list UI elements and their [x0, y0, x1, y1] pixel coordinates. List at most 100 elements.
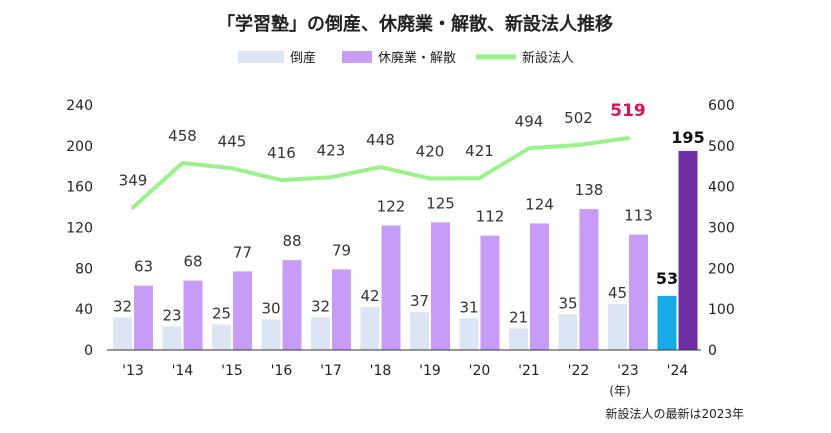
left-tick-label: 0 [84, 343, 93, 359]
bar-休廃業・解散 [431, 222, 450, 350]
bar-休廃業・解散 [530, 223, 549, 350]
right-axis: 0 100 200 300 400 500 600 [708, 98, 735, 359]
bar-休廃業・解散 [183, 280, 203, 350]
left-tick-label: 240 [66, 98, 93, 114]
data-label-新設法人: 445 [218, 132, 247, 150]
bar-倒産 [657, 295, 677, 350]
bar-休廃業・解散 [381, 225, 401, 350]
data-label-休廃業・解散: 124 [525, 195, 554, 213]
data-label-休廃業・解散: 112 [476, 208, 505, 226]
x-tick-label: '16 [271, 363, 293, 379]
bar-倒産 [509, 328, 528, 350]
right-tick-label: 200 [708, 261, 735, 277]
bar-倒産 [410, 312, 429, 350]
x-tick-label: '20 [469, 363, 491, 379]
right-tick-label: 0 [708, 343, 717, 359]
data-label-倒産: 32 [311, 297, 330, 315]
x-axis: '13 '14 '15 '16 '17 '18 '19 '20 '21 '22 '23 '24 [122, 363, 688, 379]
data-label-休廃業・解散: 125 [426, 194, 455, 212]
bar-休廃業・解散 [134, 285, 153, 350]
bar-休廃業・解散 [629, 234, 648, 350]
data-label-休廃業・解散: 138 [575, 181, 604, 199]
data-label-新設法人: 519 [610, 101, 646, 121]
legend: 倒産 休廃業・解散 新設法人 [238, 50, 574, 66]
line-series [131, 136, 630, 210]
left-tick-label: 80 [75, 261, 93, 277]
data-label-倒産: 53 [656, 269, 678, 288]
x-tick-label: '19 [419, 363, 441, 379]
data-label-新設法人: 420 [416, 143, 445, 161]
data-label-休廃業・解散: 122 [377, 197, 406, 215]
left-tick-label: 120 [66, 221, 93, 237]
bar-倒産 [113, 317, 132, 350]
data-label-倒産: 30 [261, 299, 280, 317]
data-labels: 32 63 23 68 25 77 30 88 32 79 42 122 37 125 31 112 21 124… [113, 101, 705, 326]
left-tick-label: 40 [75, 302, 93, 318]
data-label-倒産: 45 [608, 284, 627, 302]
left-axis: 0 40 80 120 160 200 240 [66, 98, 93, 359]
right-tick-label: 400 [708, 180, 735, 196]
line-新設法人 [131, 136, 630, 210]
footnote: 新設法人の最新は2023年 [605, 406, 744, 421]
data-label-倒産: 25 [212, 304, 231, 322]
data-label-倒産: 35 [558, 294, 577, 312]
data-label-倒産: 32 [113, 297, 132, 315]
bar-倒産 [261, 319, 281, 350]
left-tick-label: 160 [66, 180, 93, 196]
bar-休廃業・解散 [332, 269, 351, 350]
bar-休廃業・解散 [480, 235, 500, 350]
bar-倒産 [212, 324, 231, 350]
data-label-新設法人: 502 [564, 109, 593, 127]
data-label-休廃業・解散: 79 [332, 241, 351, 259]
bar-倒産 [162, 326, 182, 350]
bar-休廃業・解散 [579, 209, 599, 350]
right-tick-label: 500 [708, 139, 735, 155]
x-tick-label: '23 [617, 363, 639, 379]
data-label-新設法人: 421 [465, 142, 494, 160]
chart-title: 「学習塾」の倒産、休廃業・解散、新設法人推移 [217, 13, 613, 35]
legend-label-休廃業・解散: 休廃業・解散 [378, 50, 456, 66]
data-label-休廃業・解散: 195 [671, 128, 704, 147]
legend-swatch-倒産 [238, 51, 284, 63]
bar-休廃業・解散 [678, 150, 698, 350]
data-label-休廃業・解散: 77 [233, 243, 252, 261]
right-tick-label: 600 [708, 98, 735, 114]
data-label-新設法人: 349 [119, 171, 148, 189]
x-tick-label: '22 [568, 363, 590, 379]
data-label-倒産: 37 [410, 292, 429, 310]
bars [113, 150, 698, 350]
data-label-休廃業・解散: 63 [134, 258, 153, 276]
x-tick-label: '15 [221, 363, 243, 379]
bar-休廃業・解散 [282, 260, 302, 350]
data-label-倒産: 23 [162, 307, 181, 325]
data-label-倒産: 31 [459, 298, 478, 316]
legend-label-新設法人: 新設法人 [522, 50, 574, 66]
bar-倒産 [311, 317, 330, 350]
data-label-休廃業・解散: 113 [624, 207, 653, 225]
x-tick-label: '14 [172, 363, 194, 379]
right-tick-label: 300 [708, 221, 735, 237]
x-tick-label: '24 [667, 363, 689, 379]
left-tick-label: 200 [66, 139, 93, 155]
data-label-新設法人: 458 [168, 127, 197, 145]
legend-swatch-休廃業・解散 [342, 51, 372, 63]
bar-倒産 [558, 314, 578, 350]
x-unit-label: (年) [609, 384, 630, 398]
data-label-新設法人: 423 [317, 141, 346, 159]
x-tick-label: '21 [518, 363, 540, 379]
data-label-休廃業・解散: 88 [282, 232, 301, 250]
data-label-休廃業・解散: 68 [183, 253, 202, 271]
plot-area: 0 40 80 120 160 200 240 0 100 200 300 400 500 600 32… [66, 98, 734, 379]
x-tick-label: '18 [370, 363, 392, 379]
data-label-新設法人: 448 [366, 131, 395, 149]
data-label-倒産: 21 [509, 309, 528, 327]
bar-倒産 [459, 318, 479, 350]
bar-倒産 [608, 304, 627, 350]
legend-label-倒産: 倒産 [290, 50, 316, 66]
data-label-新設法人: 416 [267, 144, 296, 162]
bar-休廃業・解散 [233, 271, 252, 350]
x-tick-label: '17 [320, 363, 342, 379]
x-tick-label: '13 [122, 363, 144, 379]
data-label-新設法人: 494 [515, 112, 544, 130]
